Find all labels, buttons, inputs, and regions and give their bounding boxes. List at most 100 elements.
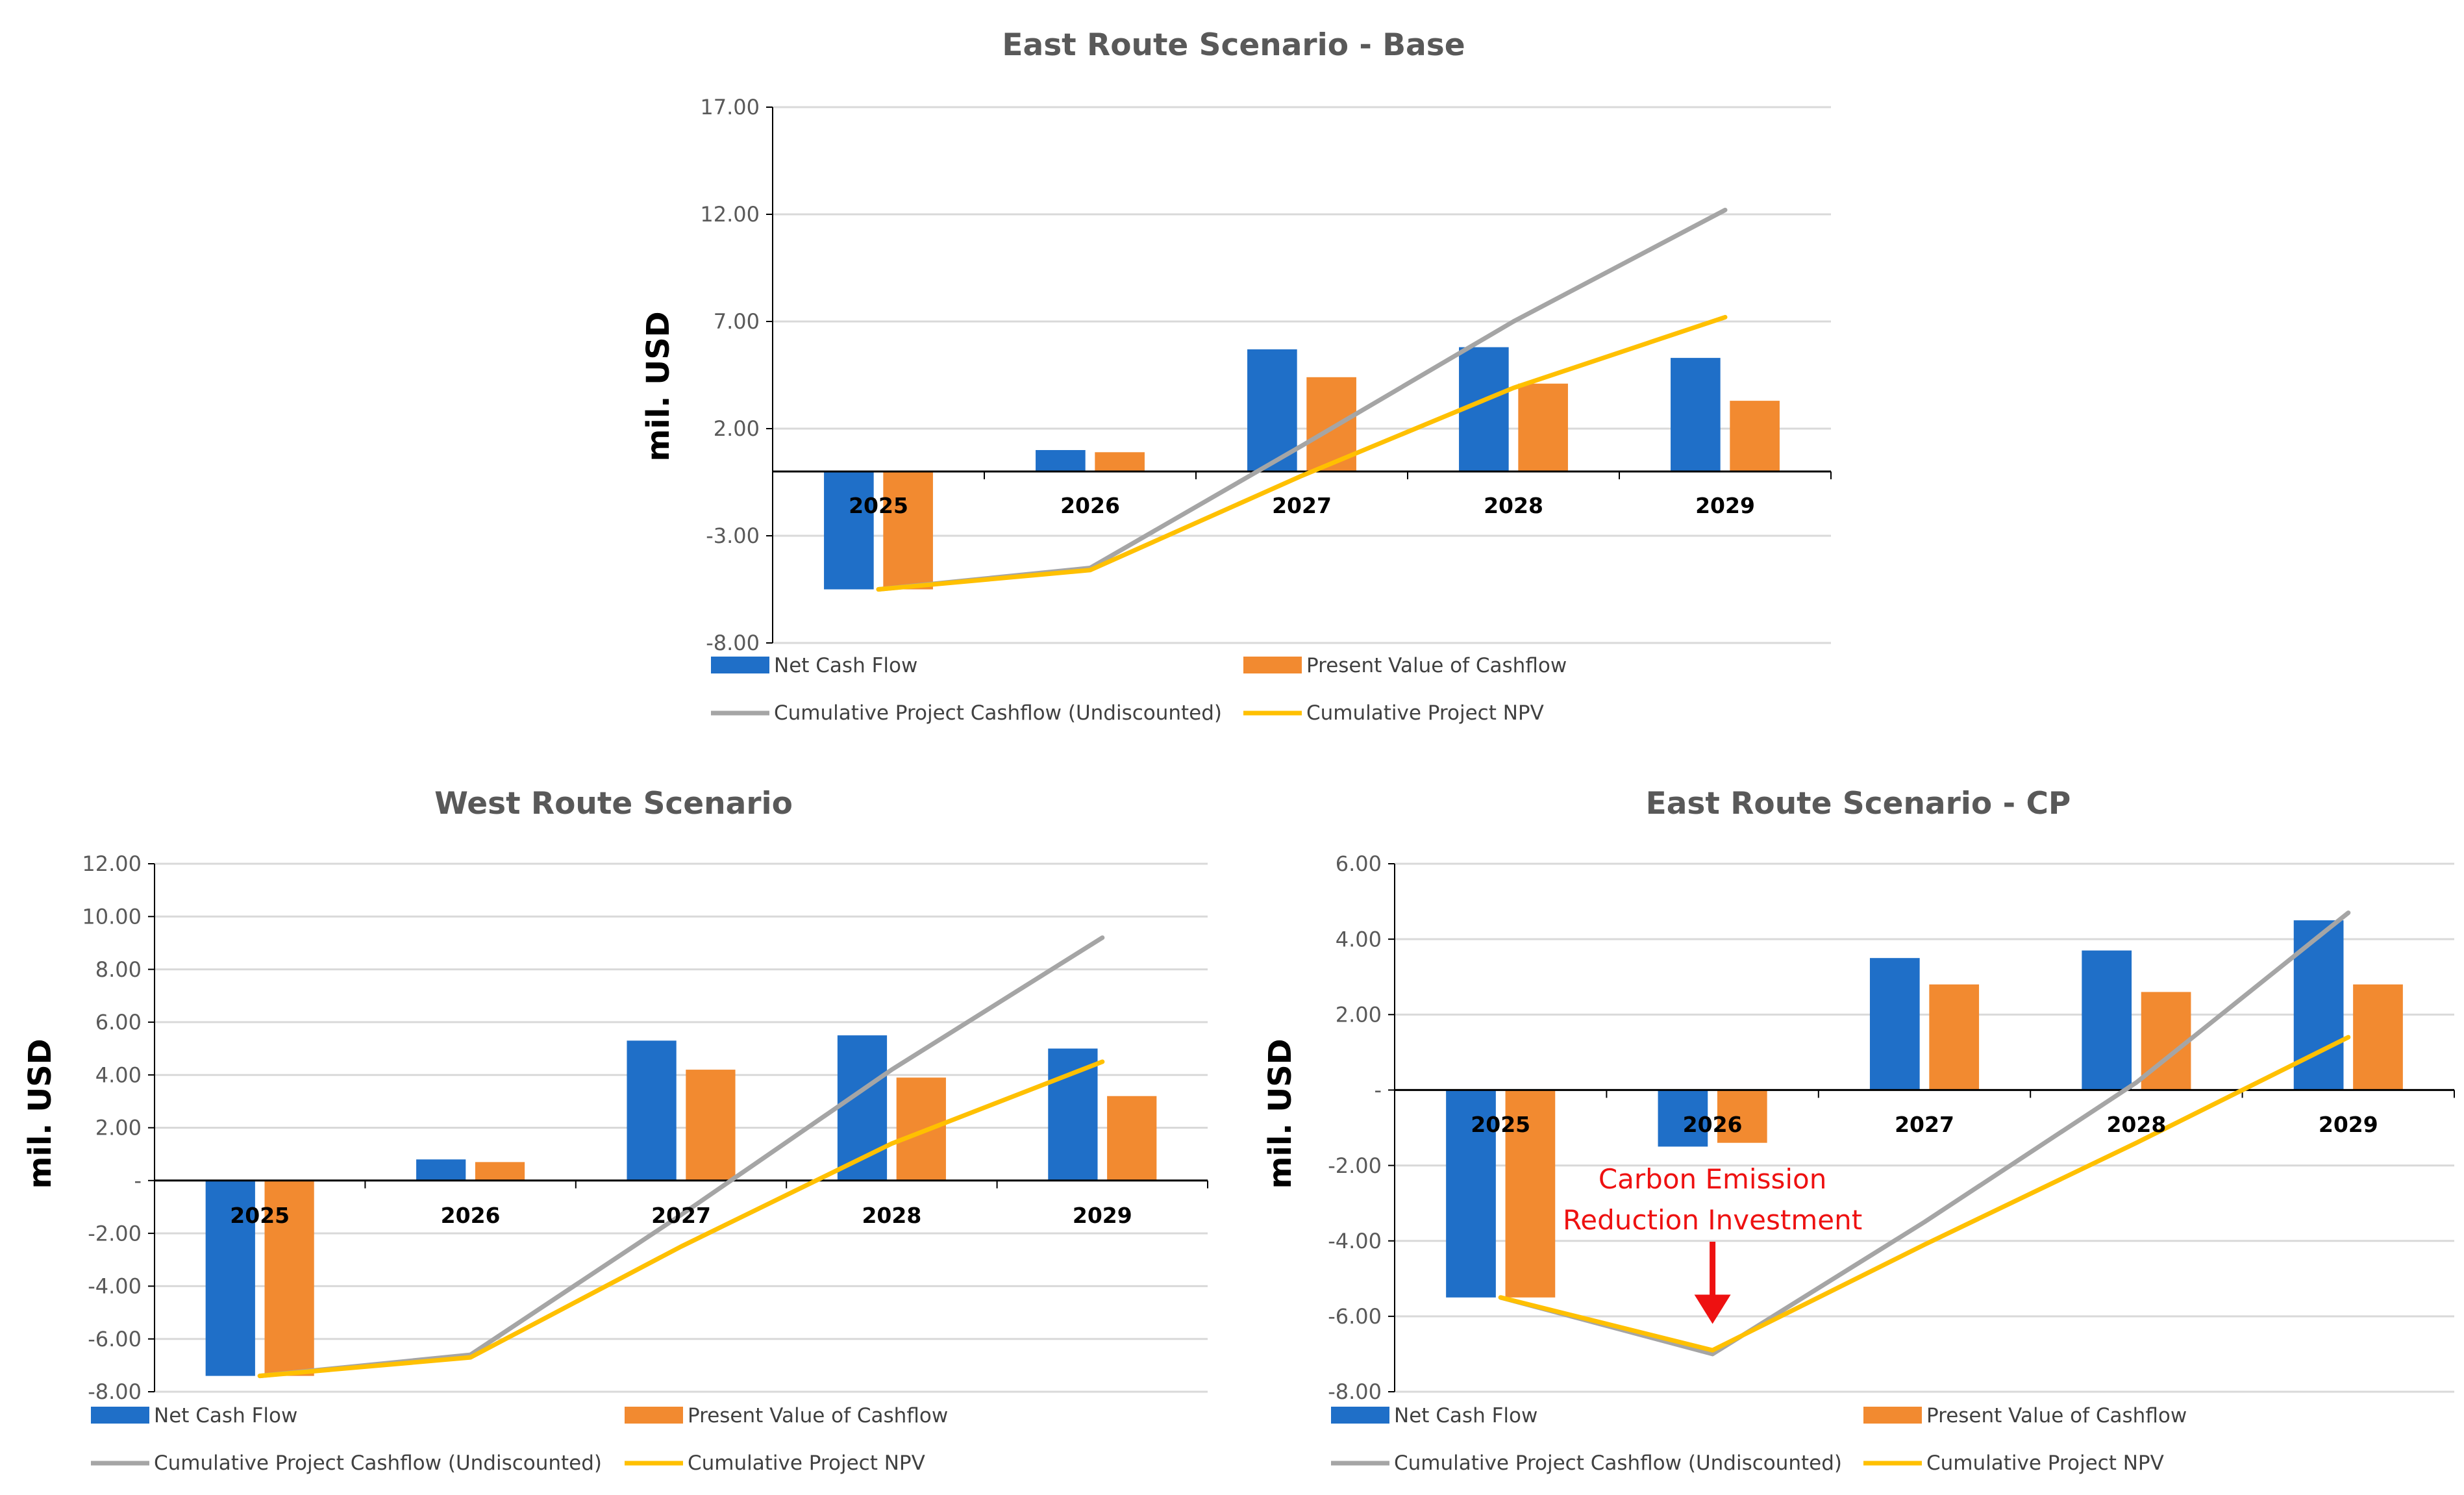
annotation-arrow-head [1694,1294,1731,1324]
x-category-label: 2029 [1073,1203,1132,1228]
bar-present-value-2026 [1095,452,1145,471]
y-tick-label: -8.00 [88,1379,142,1404]
legend-swatch-net_cash_flow [711,657,769,673]
x-category-label: 2029 [1695,493,1755,518]
legend-label: Present Value of Cashflow [1926,1404,2187,1427]
bar-present-value-2026 [1717,1090,1767,1143]
legend-label: Cumulative Project NPV [688,1451,925,1475]
x-category-label: 2028 [862,1203,921,1228]
y-tick-label: 10.00 [82,905,142,929]
bar-net-cash-flow-2025 [205,1180,255,1376]
legend-swatch-present_value [625,1407,683,1424]
bar-net-cash-flow-2026 [1036,450,1086,471]
chart-title: West Route Scenario [434,786,793,822]
y-axis-title: mil. USD [1262,1038,1299,1188]
x-category-label: 2026 [1060,493,1120,518]
y-tick-label: -4.00 [88,1274,142,1299]
y-tick-label: -3.00 [706,523,760,548]
chart-east-base: East Route Scenario - Base mil. USD 17.00 1… [640,27,1832,725]
bar-present-value-2026 [475,1162,525,1181]
y-tick-label: -4.00 [1328,1229,1382,1253]
legend-label: Cumulative Project NPV [1306,701,1544,725]
bar-net-cash-flow-2026 [416,1159,466,1181]
legend-label: Net Cash Flow [154,1404,297,1427]
legend-label: Cumulative Project NPV [1926,1451,2164,1475]
y-tick-label: 6.00 [1336,851,1382,876]
line-cumulative-undiscounted [876,207,1728,592]
bar-present-value-2027 [1929,984,1980,1090]
y-tick-label: 2.00 [714,416,760,441]
x-category-label: 2027 [1272,493,1332,518]
chart-title: East Route Scenario - CP [1646,786,2071,822]
bar-net-cash-flow-2028 [2082,950,2132,1090]
bar-net-cash-flow-2026 [1658,1090,1708,1147]
chart-east-cp: East Route Scenario - CP mil. USD 6.00 4.00… [1262,786,2455,1475]
x-category-label: 2025 [230,1203,290,1228]
y-tick-label: 6.00 [95,1010,142,1035]
x-category-label: 2025 [1471,1112,1530,1137]
y-tick-label: 4.00 [1336,927,1382,951]
y-tick-label: -6.00 [1328,1304,1382,1329]
bar-net-cash-flow-2025 [1446,1090,1496,1298]
bar-net-cash-flow-2027 [1869,958,1920,1090]
annotation-text: Carbon Emission [1599,1163,1827,1195]
bar-present-value-2029 [1107,1096,1157,1181]
bar-present-value-2025 [264,1180,314,1376]
bar-present-value-2028 [896,1077,946,1181]
line-cumulative-npv [257,1059,1105,1379]
bar-net-cash-flow-2025 [824,471,874,590]
y-tick-label: -8.00 [1328,1379,1382,1404]
y-tick-label: - [134,1168,142,1193]
y-tick-label: 2.00 [95,1116,142,1140]
bar-present-value-2029 [2353,984,2403,1090]
chart-title: East Route Scenario - Base [1002,27,1465,63]
legend-swatch-net_cash_flow [91,1407,149,1424]
x-category-label: 2025 [849,493,908,518]
y-tick-label: - [1374,1078,1382,1103]
legend-label: Cumulative Project Cashflow (Undiscounte… [774,701,1222,725]
y-tick-label: 12.00 [700,202,760,227]
x-category-label: 2029 [2319,1112,2378,1137]
y-tick-label: 2.00 [1336,1002,1382,1027]
legend-swatch-present_value [1243,657,1302,673]
legend-label: Cumulative Project Cashflow (Undiscounte… [154,1451,602,1475]
y-tick-label: 4.00 [95,1062,142,1087]
y-tick-label: -6.00 [88,1327,142,1351]
line-cumulative-undiscounted [257,935,1105,1379]
x-category-label: 2028 [2106,1112,2166,1137]
x-category-label: 2028 [1484,493,1543,518]
line-cumulative-npv [876,314,1728,592]
legend-swatch-present_value [1863,1407,1922,1424]
y-axis-title: mil. USD [22,1038,58,1188]
line-cumulative-npv [1498,1035,2351,1353]
bar-net-cash-flow-2029 [1048,1048,1098,1181]
y-tick-label: 17.00 [700,95,760,119]
legend-label: Net Cash Flow [774,654,917,677]
chart-west: West Route Scenario mil. USD 12.00 10.00 8.0… [22,786,1208,1475]
y-tick-label: 8.00 [95,957,142,982]
bar-net-cash-flow-2029 [2293,920,2344,1090]
x-category-label: 2026 [1683,1112,1743,1137]
legend-label: Present Value of Cashflow [1306,654,1567,677]
bar-net-cash-flow-2029 [1671,358,1721,471]
bar-net-cash-flow-2027 [627,1040,677,1181]
x-category-label: 2027 [651,1203,711,1228]
x-category-label: 2026 [441,1203,501,1228]
annotation-text: Reduction Investment [1563,1204,1862,1236]
y-tick-label: -8.00 [706,631,760,655]
legend-label: Cumulative Project Cashflow (Undiscounte… [1394,1451,1842,1475]
y-tick-label: 12.00 [82,851,142,876]
y-tick-label: -2.00 [88,1221,142,1246]
bar-present-value-2025 [1505,1090,1556,1298]
bar-present-value-2029 [1730,401,1780,471]
line-cumulative-undiscounted [1498,910,2351,1357]
bar-present-value-2027 [686,1070,736,1181]
y-tick-label: 7.00 [714,309,760,334]
legend-label: Present Value of Cashflow [688,1404,948,1427]
legend-swatch-net_cash_flow [1331,1407,1389,1424]
y-tick-label: -2.00 [1328,1153,1382,1178]
x-category-label: 2027 [1895,1112,1954,1137]
legend-label: Net Cash Flow [1394,1404,1537,1427]
bar-present-value-2028 [1518,383,1568,471]
